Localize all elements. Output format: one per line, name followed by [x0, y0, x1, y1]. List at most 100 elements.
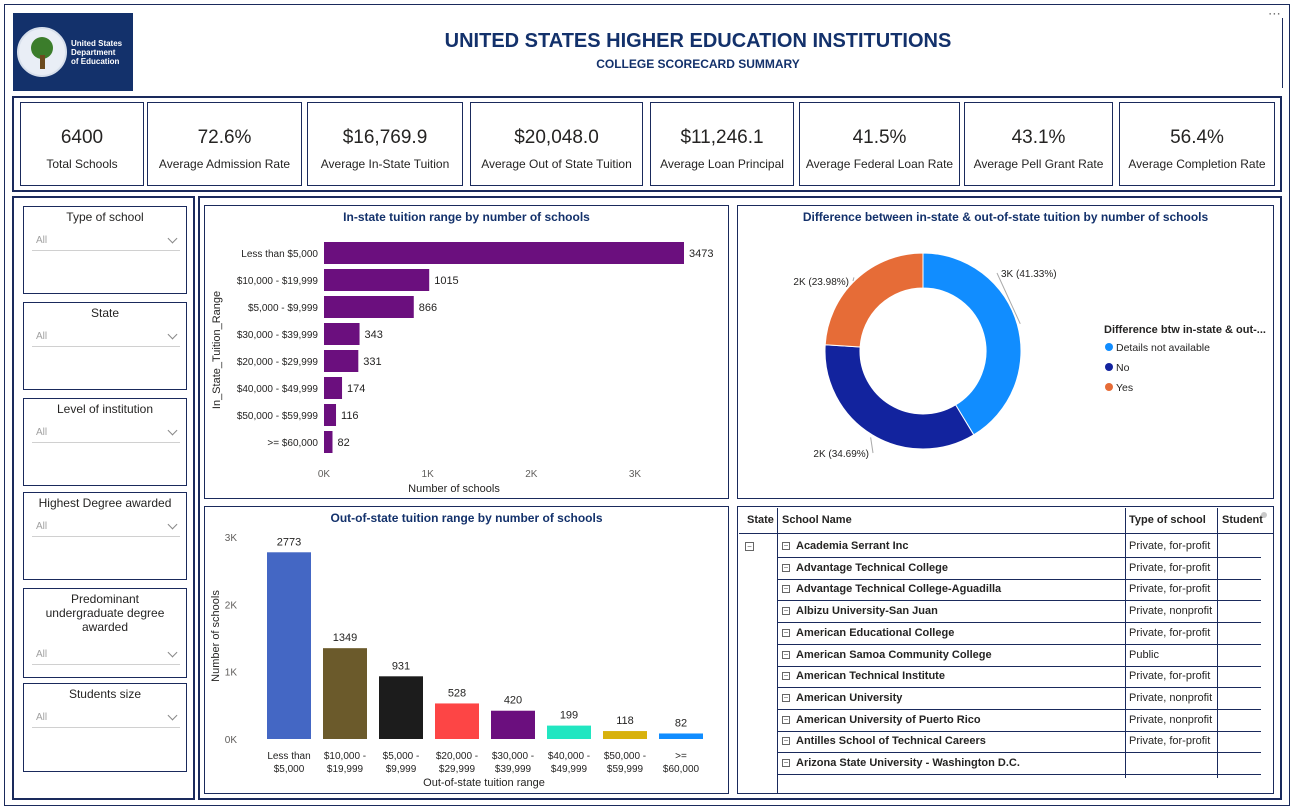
table-row[interactable]: − American Samoa Community College Public — [777, 645, 1261, 667]
slicer-dropdown[interactable]: All — [32, 706, 180, 728]
kpi-card: 72.6% Average Admission Rate — [147, 102, 302, 186]
x-tick-label: 1K — [422, 469, 435, 480]
y-tick-label: 1K — [225, 668, 238, 679]
school-table: State School Name Type of school Student… — [739, 508, 1273, 794]
column-header-state[interactable]: State — [747, 514, 774, 526]
expand-collapse-icon[interactable]: − — [782, 541, 790, 550]
more-options-icon[interactable]: ⋯ — [1268, 6, 1282, 21]
column-header-school-name[interactable]: School Name — [782, 514, 852, 526]
slicer-dropdown[interactable]: All — [32, 643, 180, 665]
y-tick-label: 3K — [225, 533, 238, 544]
table-row[interactable]: − Academia Serrant Inc Private, for-profit — [777, 536, 1261, 558]
school-name-cell: American University of Puerto Rico — [796, 713, 981, 726]
expand-collapse-icon[interactable]: − — [782, 562, 790, 572]
school-type-cell: Private, for-profit — [1129, 583, 1211, 596]
slicer-dropdown[interactable]: All — [32, 515, 180, 537]
bar-category-label: $29,999 — [439, 764, 476, 775]
bar-category-label: $5,000 — [274, 764, 305, 775]
expand-collapse-icon[interactable]: − — [782, 606, 790, 616]
expand-collapse-icon[interactable]: − — [782, 627, 790, 637]
school-type-cell: Private, nonprofit — [1129, 691, 1213, 704]
page-title: UNITED STATES HIGHER EDUCATION INSTITUTI… — [444, 30, 952, 52]
legend-marker — [1105, 383, 1113, 391]
expand-collapse-icon[interactable]: − — [782, 671, 790, 681]
chart-title: Out-of-state tuition range by number of … — [330, 511, 603, 525]
bar — [324, 377, 343, 399]
bar-category-label: >= $60,000 — [267, 438, 318, 449]
expand-collapse-icon[interactable]: − — [782, 649, 790, 659]
kpi-label: Average Completion Rate — [1128, 157, 1266, 171]
school-name-cell: Arizona State University - Washington D.… — [796, 757, 1020, 769]
school-type-cell: Private, for-profit — [1129, 561, 1211, 574]
expand-collapse-icon[interactable]: − — [782, 584, 790, 594]
slicer: Type of school All — [23, 206, 187, 294]
bar-data-label: 3473 — [689, 248, 713, 260]
column-header-student[interactable]: Student — [1222, 514, 1263, 526]
school-name-cell: Antilles School of Technical Careers — [796, 735, 986, 748]
bar — [379, 676, 423, 739]
y-tick-label: 0K — [225, 735, 238, 746]
table-row[interactable]: − American Educational College Private, fo… — [777, 623, 1261, 645]
collapse-all-icon[interactable]: − — [745, 542, 754, 551]
expand-collapse-icon[interactable]: − — [782, 736, 790, 746]
bar-category-label: $20,000 - $29,999 — [237, 357, 319, 368]
kpi-label: Average Admission Rate — [158, 157, 291, 171]
table-scrollbar[interactable] — [1261, 512, 1267, 518]
bar-data-label: 1349 — [333, 632, 357, 644]
in-state-tuition-chart: Less than $5,000 3473 $10,000 - $19,999 101… — [211, 242, 713, 495]
slicer-dropdown[interactable]: All — [32, 229, 180, 251]
legend-item-label: No — [1116, 362, 1130, 374]
kpi-card: 43.1% Average Pell Grant Rate — [964, 102, 1113, 186]
expand-collapse-icon[interactable]: − — [782, 692, 790, 702]
table-row[interactable]: − Albizu University-San Juan Private, nonp… — [777, 601, 1261, 624]
bar — [324, 269, 430, 291]
bar-data-label: 343 — [365, 329, 383, 341]
donut-slice — [922, 252, 1022, 436]
table-row[interactable]: − American University of Puerto Rico Priva… — [777, 710, 1261, 732]
slicer: Level of institution All — [23, 398, 187, 486]
bar — [324, 242, 684, 264]
slicer-value: All — [36, 331, 48, 342]
expand-collapse-icon[interactable]: − — [782, 714, 790, 724]
bar-data-label: 420 — [504, 695, 522, 707]
bar-category-label: $10,000 - $19,999 — [237, 276, 319, 287]
table-row[interactable]: − American University Private, nonprofit — [777, 688, 1261, 710]
table-row[interactable]: − Advantage Technical College-Aguadilla Pr… — [777, 579, 1261, 602]
table-row[interactable]: − Arizona State University - Washington D… — [777, 753, 1261, 775]
kpi-value: 72.6% — [197, 127, 252, 148]
school-type-cell: Private, nonprofit — [1129, 605, 1213, 618]
school-name-cell: American Samoa Community College — [796, 648, 992, 661]
expand-collapse-icon[interactable]: − — [782, 758, 790, 767]
kpi-value: $11,246.1 — [680, 127, 764, 148]
bar-category-label: $50,000 - $59,999 — [237, 411, 319, 422]
column-divider — [777, 508, 778, 794]
slicer-title: State — [90, 306, 120, 320]
kpi-label: Total Schools — [46, 157, 118, 171]
bar-data-label: 866 — [419, 302, 437, 314]
bar-data-label: 82 — [675, 717, 687, 729]
x-axis-label: Number of schools — [408, 483, 500, 495]
bar — [267, 552, 311, 739]
table-row[interactable]: − Antilles School of Technical Careers Pri… — [777, 731, 1261, 754]
school-table-panel — [737, 506, 1274, 794]
table-row[interactable]: − Advantage Technical College Private, for… — [777, 558, 1261, 580]
column-header-type-of-school[interactable]: Type of school — [1129, 514, 1206, 526]
bar-category-label: $5,000 - — [383, 751, 420, 762]
slicer-dropdown[interactable]: All — [32, 325, 180, 347]
slicer-dropdown[interactable]: All — [32, 421, 180, 443]
bar — [547, 725, 591, 739]
chevron-down-icon — [167, 647, 178, 658]
table-row[interactable]: − American Technical Institute Private, fo… — [777, 666, 1261, 689]
y-axis-label: Number of schools — [210, 590, 222, 682]
x-axis-label: Out-of-state tuition range — [423, 777, 545, 789]
kpi-label: Average In-State Tuition — [320, 157, 450, 171]
bar-category-label: $19,999 — [327, 764, 364, 775]
bar-category-label: >= — [675, 751, 687, 762]
school-type-cell: Private, for-profit — [1129, 670, 1211, 683]
school-type-cell: Private, for-profit — [1129, 626, 1211, 639]
school-name-cell: Advantage Technical College-Aguadilla — [796, 583, 1002, 596]
leader-line — [852, 277, 855, 282]
chart-title: In-state tuition range by number of scho… — [343, 210, 590, 224]
y-axis-label: In_State_Tuition_Range — [211, 291, 223, 409]
school-type-cell: Private, for-profit — [1129, 735, 1211, 748]
